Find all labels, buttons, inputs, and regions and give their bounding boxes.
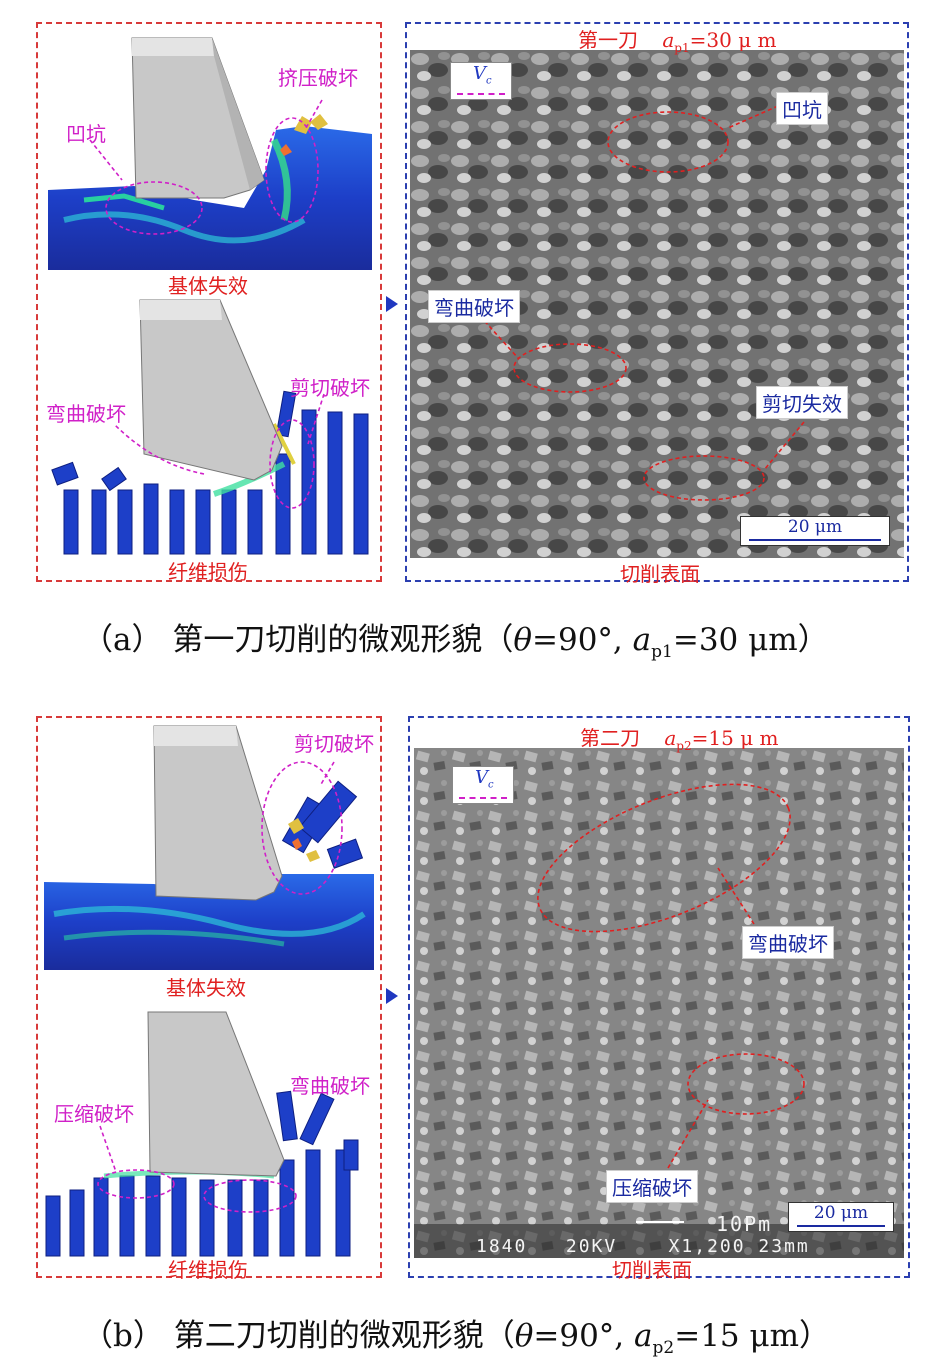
panel-a-shear-label: 剪切破坏 [290, 376, 370, 400]
panel-b-sem-ap-value: =15 μ m [691, 726, 779, 750]
panel-a-caption-ap-var: a [632, 622, 652, 658]
panel-b-cut-surface-label: 切削表面 [612, 1258, 692, 1282]
panel-a-caption-theta: θ [513, 622, 533, 658]
panel-b-compress-label: 压缩破坏 [54, 1102, 134, 1126]
panel-a-sem-ap-sub: p1 [674, 41, 690, 55]
panel-b-sem-ap-var: a [664, 726, 677, 750]
panel-a-fiber-simulation [51, 299, 369, 555]
panel-b-caption: （b） 第二刀切削的微观形貌（θ=90°, ap2=15 μm） [82, 1310, 830, 1358]
panel-b-matrix-failure-label: 基体失效 [166, 976, 246, 1000]
panel-a-sem-bend-label: 弯曲破坏 [428, 290, 520, 323]
panel-a-scale-line [749, 539, 881, 541]
panel-b-bend-label: 弯曲破坏 [290, 1074, 370, 1098]
panel-a-sem-frame [405, 22, 909, 582]
panel-a-fiber-damage-label: 纤维损伤 [168, 560, 248, 584]
panel-b-fiber-simulation [45, 1011, 359, 1257]
panel-a-sem-title: 第一刀 ap1=30 μ m [578, 24, 777, 55]
panel-b-vc-arrow [459, 797, 507, 799]
panel-b-caption-ap-value: =15 μm） [674, 1318, 831, 1354]
panel-a-scale-bar: 20 μm [740, 516, 890, 546]
panel-b-sem-ap-sub: p2 [676, 739, 692, 753]
panel-b-simulation-frame [36, 716, 382, 1278]
panel-b-sem-readout-top: 10Pm [716, 1212, 773, 1236]
panel-b-sem-frame [408, 716, 910, 1278]
panel-b-sem-annotations [537, 783, 805, 1223]
panel-b-caption-text: 第二刀切削的微观形貌（ [173, 1318, 515, 1354]
panel-b-sem-title: 第二刀 ap2=15 μ m [580, 722, 779, 753]
panel-b-matrix-simulation [44, 725, 374, 970]
panel-b-vc-var: V [475, 767, 488, 788]
panel-b-caption-index: （b） [82, 1318, 164, 1354]
panel-a-scale-text: 20 μm [787, 517, 843, 537]
panel-a-vc-var: V [473, 63, 486, 84]
panel-b-fiber-damage-label: 纤维损伤 [168, 1258, 248, 1282]
panel-b-sem-bend-label: 弯曲破坏 [742, 926, 834, 959]
panel-b-caption-ap-sub: p2 [652, 1338, 675, 1359]
panel-a-sem-title-text: 第一刀 [578, 28, 638, 52]
panel-a-caption-ap-sub: p1 [651, 642, 673, 663]
panel-b-scale-text: 20 μm [813, 1203, 869, 1223]
panel-a-vc-indicator: Vc [450, 62, 512, 100]
panel-a-caption-index: （a） [82, 622, 163, 658]
panel-b-vc-indicator: Vc [452, 766, 514, 804]
panel-a-matrix-failure-label: 基体失效 [168, 274, 248, 298]
panel-a-sem-ap-value: =30 μ m [689, 28, 777, 52]
panel-a-caption-theta-value: =90°, [532, 622, 633, 658]
panel-a-crush-label: 挤压破坏 [278, 66, 358, 90]
panel-a-cut-surface-label: 切削表面 [620, 562, 700, 586]
panel-b-sem-title-text: 第二刀 [580, 726, 640, 750]
panel-a-matrix-simulation [48, 37, 372, 270]
panel-b-vc-sub: c [488, 779, 494, 791]
panel-b-caption-ap-var: a [634, 1318, 653, 1354]
panel-a-sem-pit-label: 凹坑 [776, 92, 828, 125]
panel-b-caption-theta: θ [514, 1318, 534, 1354]
panel-a-pit-label: 凹坑 [66, 122, 106, 146]
panel-b-connector-arrow [386, 988, 398, 1004]
panel-a-vc-sub: c [486, 75, 492, 87]
panel-a-caption: （a） 第一刀切削的微观形貌（θ=90°, ap1=30 μm） [82, 614, 829, 662]
panel-a-caption-text: 第一刀切削的微观形貌（ [172, 622, 514, 658]
panel-a-vc-arrow [457, 93, 505, 95]
panel-b-sem-compress-label: 压缩破坏 [606, 1170, 698, 1203]
panel-b-scale-bar: 20 μm [788, 1202, 894, 1232]
panel-b-scale-line [797, 1225, 885, 1227]
panel-b-caption-theta-value: =90°, [533, 1318, 635, 1354]
panel-a-caption-ap-value: =30 μm） [672, 622, 829, 658]
panel-b-sem-readout-bottom: 1840 20KV X1,200 23mm [476, 1236, 810, 1257]
panel-a-sem-annotations [479, 105, 805, 501]
panel-b-shear-label: 剪切破坏 [294, 732, 374, 756]
panel-a-sem-shear-label: 剪切失效 [756, 386, 848, 419]
panel-a-sem-ap-var: a [662, 28, 675, 52]
panel-a-bend-label: 弯曲破坏 [46, 402, 126, 426]
panel-a-connector-arrow [386, 296, 398, 312]
panel-a-simulation-frame [36, 22, 382, 582]
